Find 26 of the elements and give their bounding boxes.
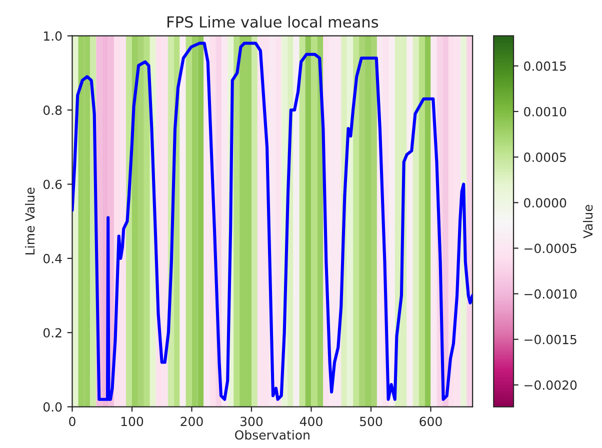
y-tick-label: 0.4: [43, 254, 62, 264]
color-bar-title: Value: [582, 204, 593, 238]
color-bar-label: 0.0015: [524, 61, 566, 71]
color-bar-label: 0.0000: [524, 198, 566, 208]
x-tick-label: 300: [240, 416, 263, 426]
y-tick-label: 0.0: [43, 402, 62, 412]
x-tick-label: 500: [360, 416, 382, 426]
color-bar-label: 0.0005: [524, 152, 566, 162]
y-tick-label: 0.6: [43, 180, 62, 190]
x-axis-title: Observation: [235, 430, 310, 440]
x-tick-label: 200: [180, 416, 203, 426]
color-bar-label: 0.0010: [524, 106, 566, 116]
chart-title: FPS Lime value local means: [168, 16, 378, 28]
y-tick-label: 0.2: [43, 328, 62, 338]
color-bar-label: −0.0020: [524, 380, 577, 390]
color-bar-label: −0.0010: [524, 289, 577, 299]
y-tick-label: 0.8: [43, 106, 62, 115]
color-bar-label: −0.0015: [524, 334, 576, 344]
line-series: [72, 42, 473, 401]
x-tick-label: 0: [69, 416, 76, 426]
y-tick-label: 1.0: [44, 31, 62, 41]
y-axis-title: Lime Value: [24, 188, 35, 254]
x-tick-label: 600: [420, 416, 442, 426]
x-tick-label: 100: [121, 416, 144, 426]
color-bar-label: −0.0005: [524, 244, 576, 254]
x-tick-label: 400: [300, 416, 322, 426]
